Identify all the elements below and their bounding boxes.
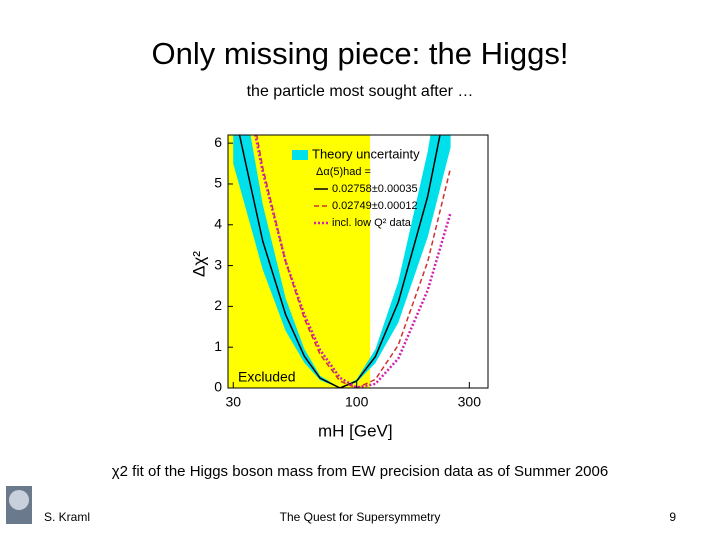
legend-header: Δα(5)had = (316, 166, 371, 178)
series-line (238, 135, 441, 388)
legend-label: Theory uncertainty (312, 146, 420, 161)
series-line (254, 135, 452, 388)
x-tick-label: 100 (345, 394, 369, 410)
y-tick-label: 4 (214, 215, 222, 231)
theory-band (233, 135, 451, 388)
y-tick-label: 1 (214, 338, 222, 354)
excluded-label: Excluded (238, 369, 296, 385)
y-tick-label: 5 (214, 175, 222, 191)
y-tick-label: 6 (214, 134, 222, 150)
footer: The Quest for Supersymmetry (280, 510, 441, 524)
y-tick-label: 2 (214, 297, 222, 313)
legend-label: 0.02749±0.00012 (332, 200, 418, 212)
plot: Excluded 0 1 2 3 4 5 6 30 100 300 Theory uncertaint… (214, 134, 489, 410)
page-number: 9 (669, 510, 676, 524)
logo (6, 486, 32, 524)
legend-label: 0.02758±0.00035 (332, 183, 418, 195)
x-tick-label: 30 (225, 394, 241, 410)
y-axis-label: Δχ² (189, 251, 208, 277)
legend-label: incl. low Q² data (332, 217, 412, 229)
author: S. Kraml (44, 510, 90, 524)
series-line (255, 135, 452, 388)
slide-subtitle: the particle most sought after … (247, 83, 474, 100)
plot-frame (227, 134, 489, 389)
caption: χ2 fit of the Higgs boson mass from EW p… (112, 463, 608, 480)
x-axis-label: mH [GeV] (318, 421, 393, 440)
legend-swatch (292, 150, 308, 160)
y-tick-label: 3 (214, 256, 222, 272)
y-tick-label: 0 (214, 379, 222, 395)
x-tick-label: 300 (458, 394, 482, 410)
slide-title: Only missing piece: the Higgs! (152, 36, 569, 71)
plot-area: Excluded (228, 135, 452, 388)
